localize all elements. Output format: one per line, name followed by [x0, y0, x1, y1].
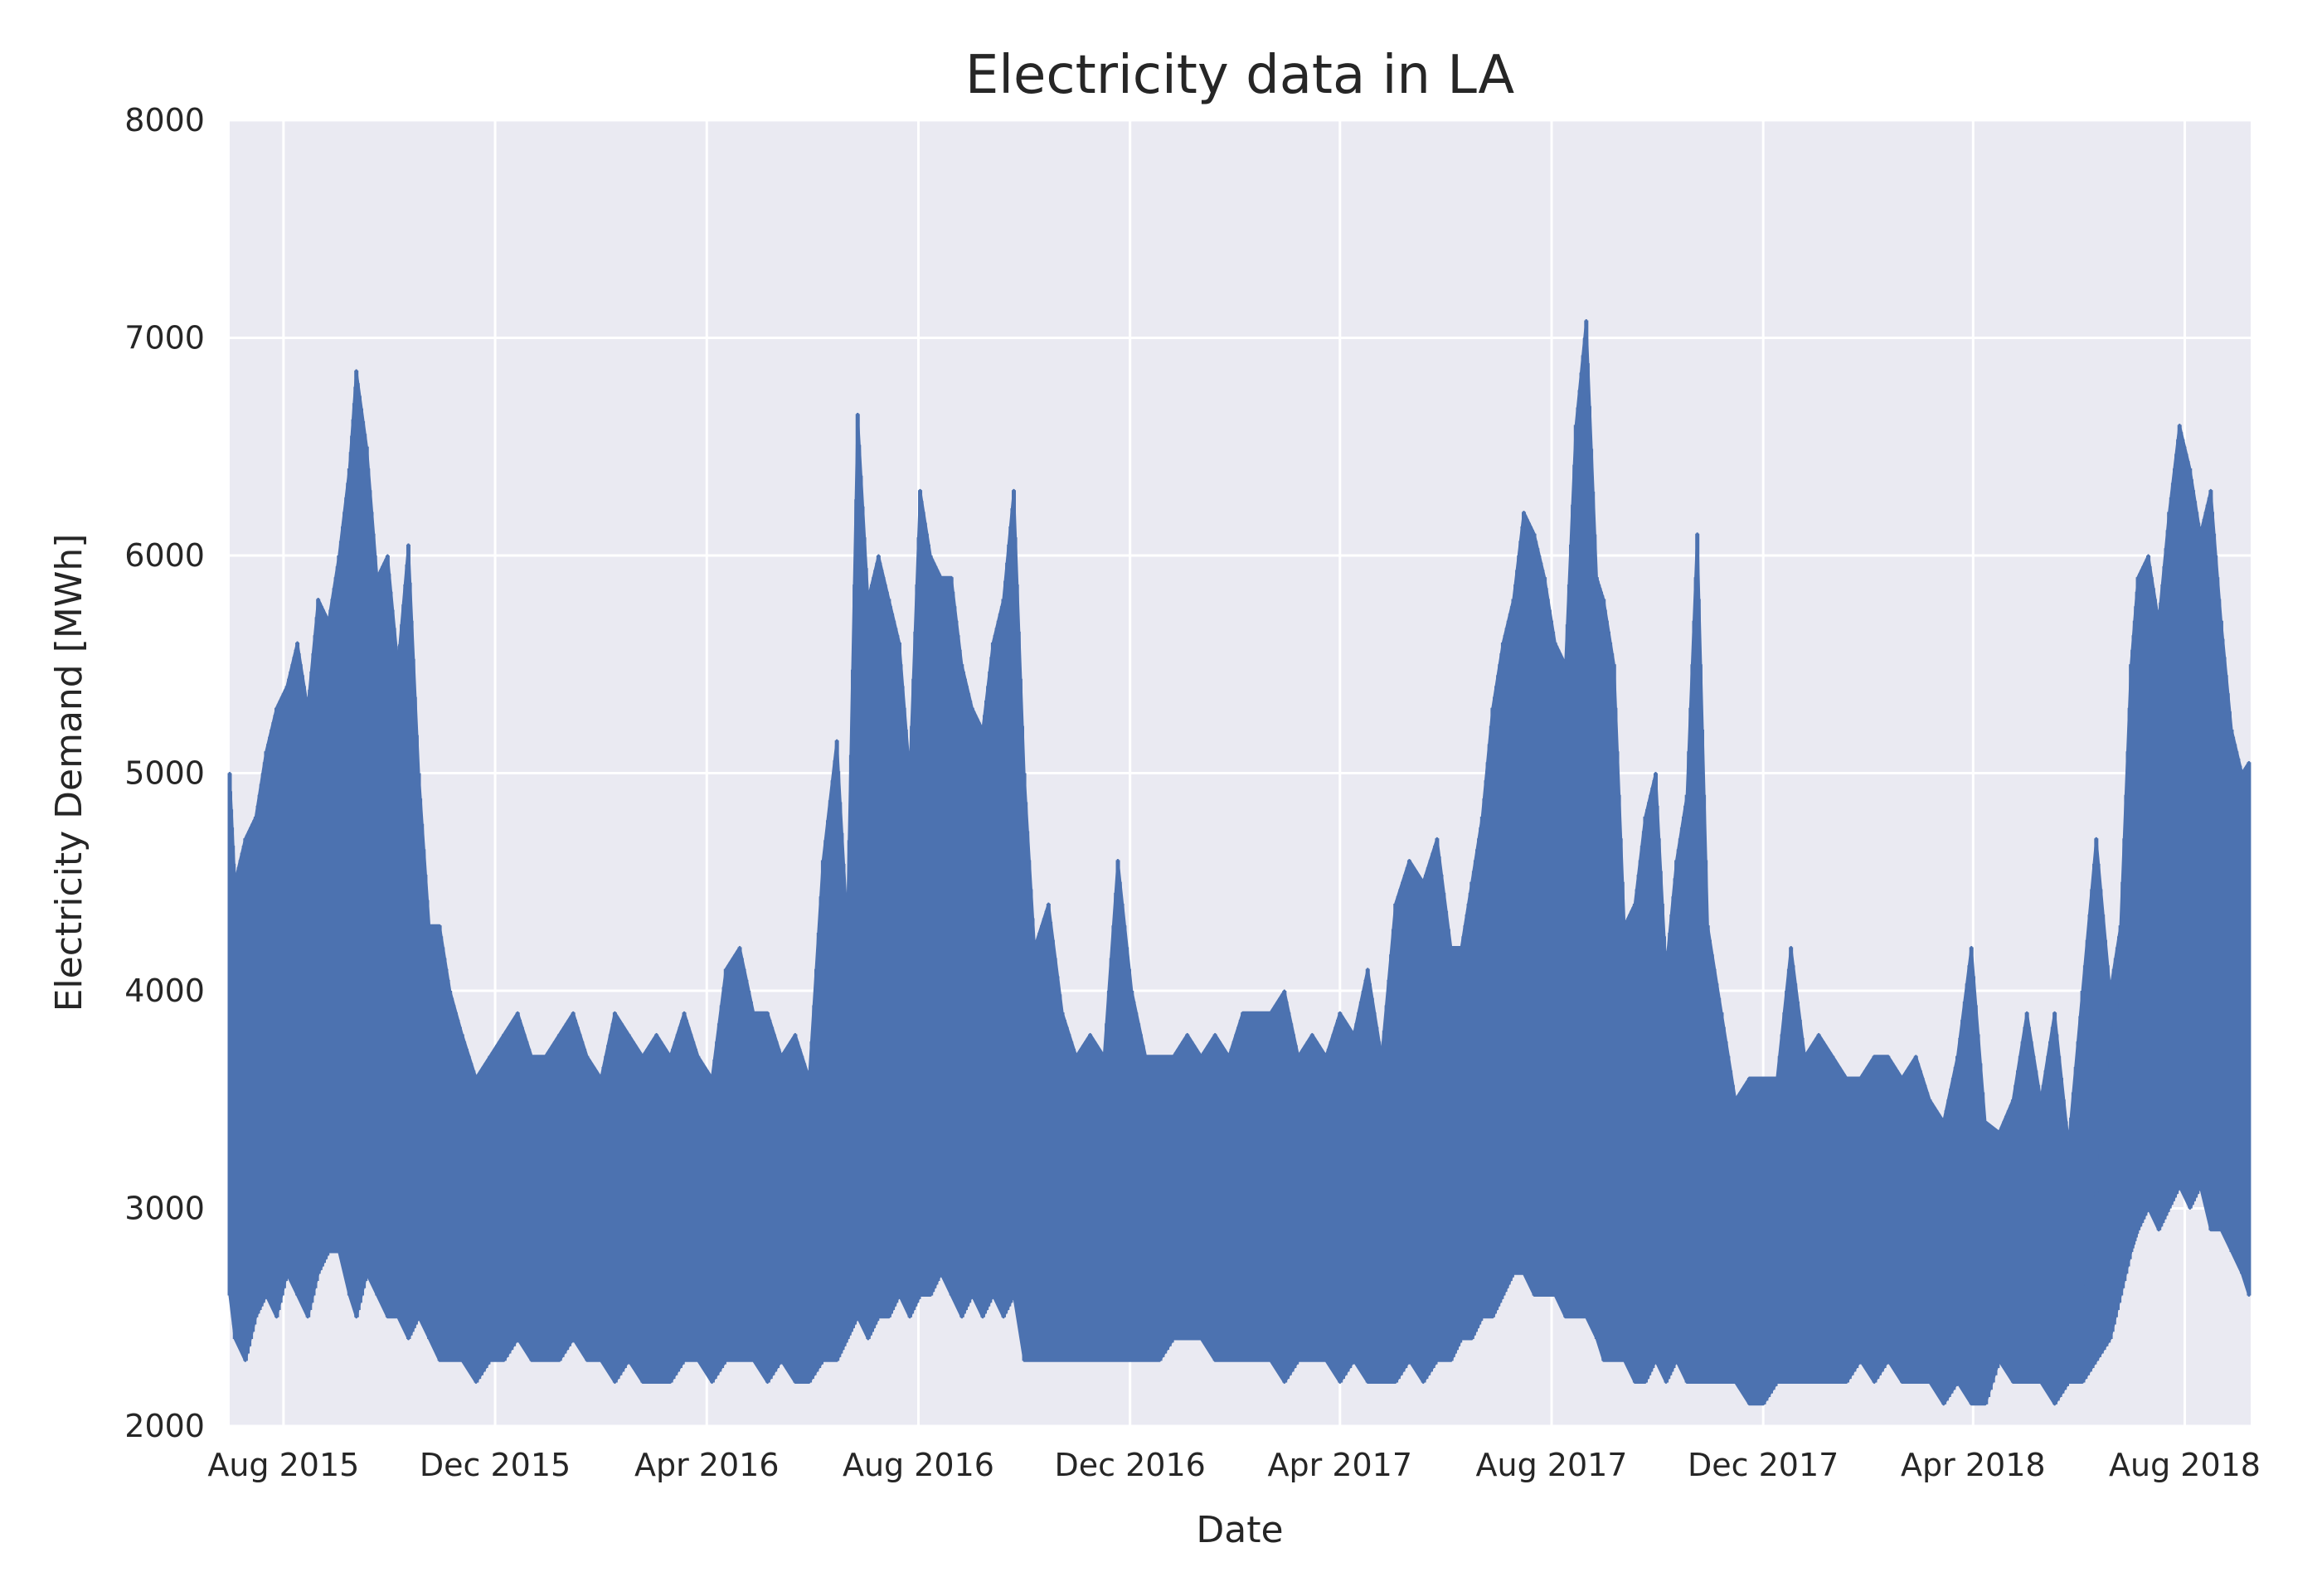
- y-tick-label: 5000: [124, 755, 205, 792]
- y-tick-label: 8000: [124, 102, 205, 138]
- x-tick-label: Aug 2018: [2109, 1447, 2261, 1483]
- x-axis-label: Date: [1196, 1509, 1283, 1551]
- y-tick-label: 2000: [124, 1408, 205, 1444]
- x-tick-label: Apr 2018: [1901, 1447, 2046, 1483]
- x-tick-label: Dec 2016: [1055, 1447, 1206, 1483]
- y-axis-label: Electricity Demand [MWh]: [48, 534, 90, 1012]
- x-tick-label: Apr 2017: [1268, 1447, 1413, 1483]
- x-tick-label: Dec 2015: [420, 1447, 571, 1483]
- x-tick-label: Aug 2016: [843, 1447, 994, 1483]
- x-axis-ticks: Aug 2015 Dec 2015 Apr 2016 Aug 2016 Dec 2016…: [207, 1447, 2261, 1483]
- missing-data-connector: [2082, 968, 2123, 1307]
- y-tick-label: 6000: [124, 537, 205, 574]
- x-tick-label: Apr 2016: [634, 1447, 780, 1483]
- x-tick-label: Aug 2015: [207, 1447, 359, 1483]
- series-layer: [227, 319, 2252, 1406]
- chart-title: Electricity data in LA: [965, 45, 1515, 106]
- y-tick-label: 7000: [124, 320, 205, 357]
- x-tick-label: Dec 2017: [1688, 1447, 1839, 1483]
- y-tick-label: 3000: [124, 1191, 205, 1227]
- x-tick-label: Aug 2017: [1475, 1447, 1627, 1483]
- y-tick-label: 4000: [124, 973, 205, 1009]
- y-axis-ticks: 2000 3000 4000 5000 6000 7000 8000: [124, 102, 205, 1444]
